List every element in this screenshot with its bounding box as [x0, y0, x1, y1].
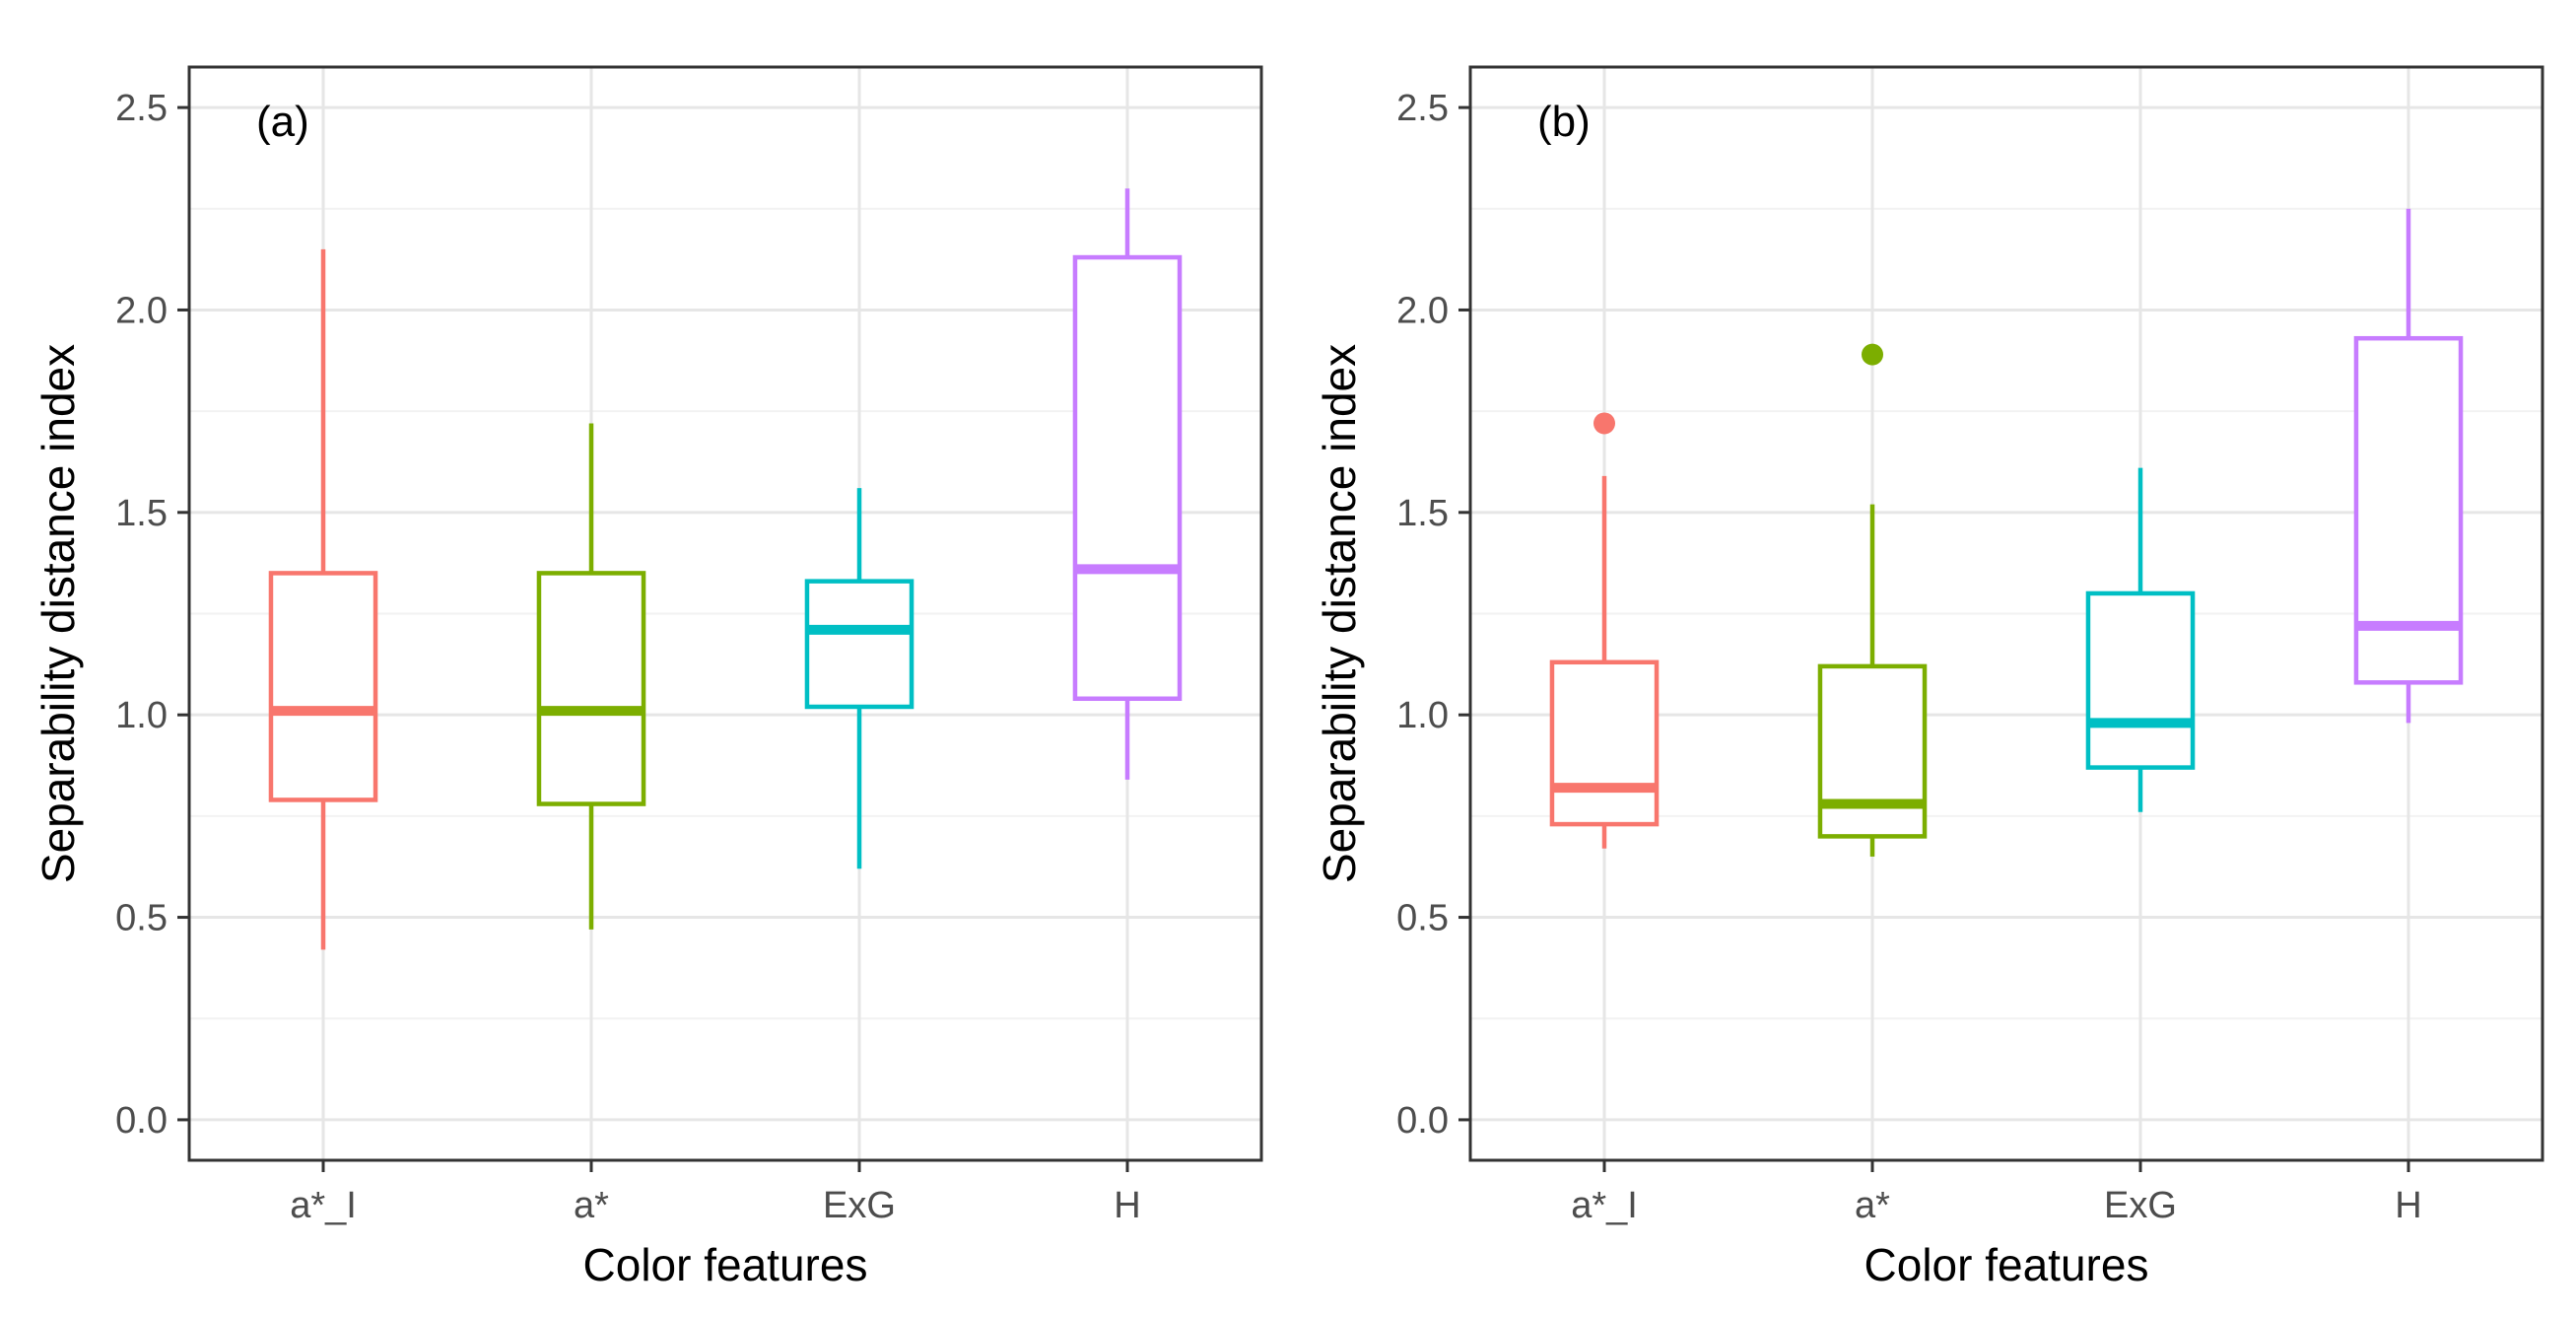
- x-tick-label: a*: [574, 1185, 609, 1226]
- x-axis-title: Color features: [583, 1239, 868, 1290]
- y-tick-label: 1.0: [115, 695, 168, 736]
- x-tick-label: a*: [1855, 1185, 1890, 1226]
- box-exg: [804, 488, 915, 869]
- panel-label: (b): [1537, 98, 1591, 146]
- panel-label: (a): [256, 98, 309, 146]
- x-axis-title: Color features: [1864, 1239, 2149, 1290]
- iqr-box: [536, 571, 646, 806]
- iqr-box: [2353, 335, 2464, 685]
- iqr-box: [1817, 663, 1928, 839]
- box-h: [2353, 208, 2464, 724]
- box-a--i: [1549, 412, 1660, 849]
- x-tick-label: ExG: [823, 1185, 896, 1226]
- box-a-: [1817, 343, 1928, 857]
- y-tick-label: 0.0: [1396, 1100, 1449, 1142]
- panel-border: [1468, 65, 2544, 1162]
- iqr-box: [268, 571, 378, 802]
- x-tick-label: H: [2395, 1185, 2421, 1226]
- x-tick-label: a*_I: [1571, 1185, 1638, 1226]
- box-a--i: [268, 248, 378, 950]
- y-tick-label: 1.5: [115, 493, 168, 534]
- x-tick-label: H: [1114, 1185, 1140, 1226]
- panel-b: 0.0 0.5 1.0 1.5 2.0 2.5 a*_I a* ExG H (b) Color fea…: [1314, 65, 2544, 1290]
- box-a-: [536, 423, 646, 930]
- x-tick-label: ExG: [2104, 1185, 2177, 1226]
- box-h: [1072, 188, 1183, 780]
- iqr-box: [2085, 590, 2196, 770]
- y-tick-label: 1.5: [1396, 493, 1449, 534]
- y-tick-label: 0.0: [115, 1100, 168, 1142]
- panel-border: [187, 65, 1263, 1162]
- outlier-point: [1593, 412, 1615, 435]
- y-tick-label: 0.5: [1396, 898, 1449, 939]
- y-tick-label: 0.5: [115, 898, 168, 939]
- y-axis-title: Separability distance index: [1314, 344, 1365, 883]
- y-tick-label: 2.5: [115, 88, 168, 129]
- y-tick-label: 2.5: [1396, 88, 1449, 129]
- y-tick-label: 2.0: [1396, 290, 1449, 331]
- y-axis-title: Separability distance index: [33, 344, 84, 883]
- iqr-box: [804, 579, 915, 710]
- y-tick-label: 1.0: [1396, 695, 1449, 736]
- panel-a: 0.0 0.5 1.0 1.5 2.0 2.5 a*_I a* ExG H (a) Color fea…: [33, 65, 1263, 1290]
- x-tick-label: a*_I: [290, 1185, 357, 1226]
- box-exg: [2085, 467, 2196, 812]
- outlier-point: [1862, 343, 1883, 366]
- iqr-box: [1549, 659, 1660, 827]
- y-tick-label: 2.0: [115, 290, 168, 331]
- iqr-box: [1072, 254, 1183, 702]
